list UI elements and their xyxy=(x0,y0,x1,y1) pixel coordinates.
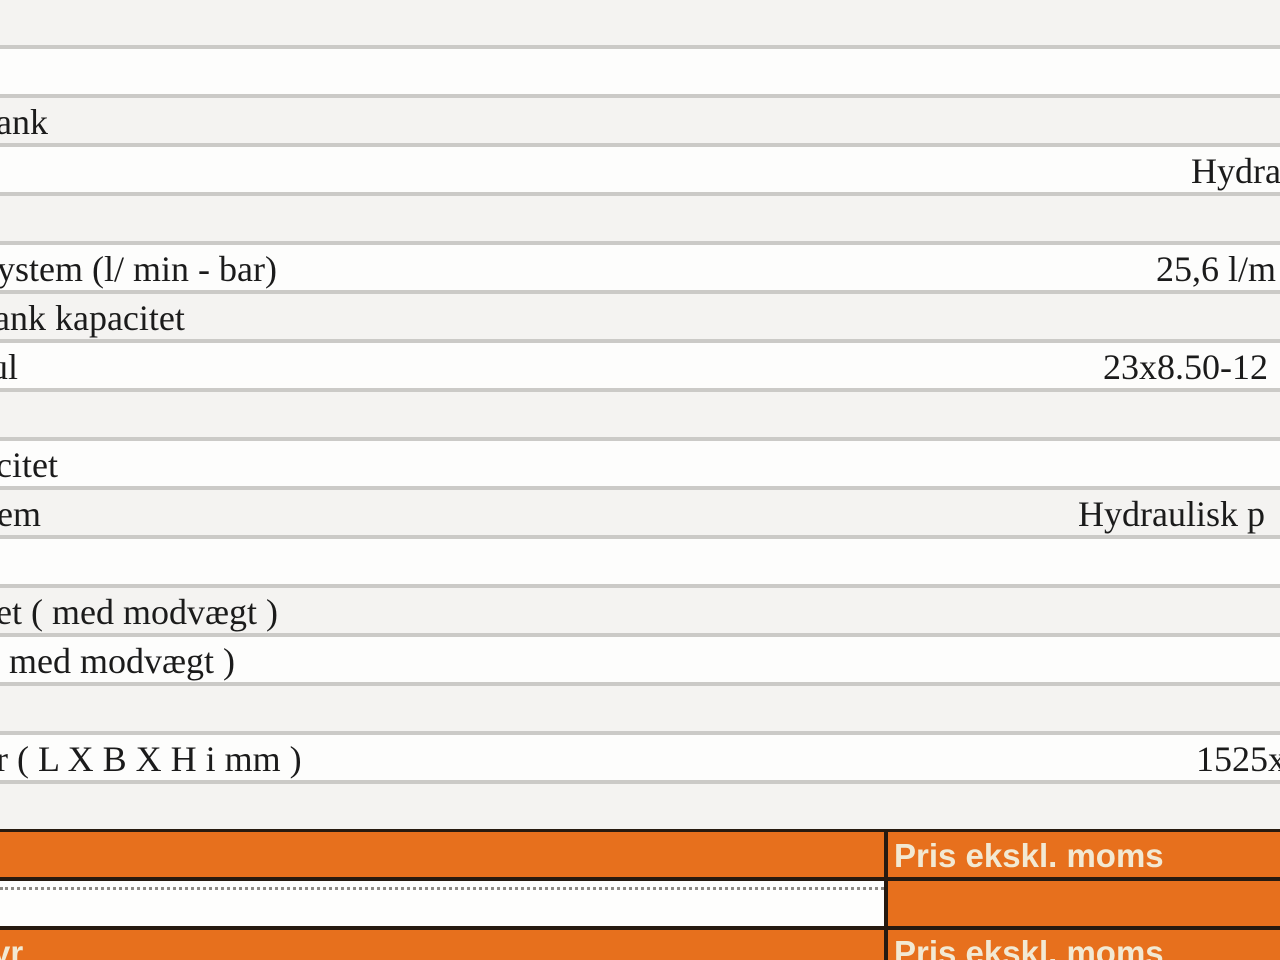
table-row: ul 23x8.50-12 xyxy=(0,343,1280,388)
row-label: et ( med modvægt ) xyxy=(0,592,278,632)
row-label: em xyxy=(0,494,41,534)
price-header-label: Pris ekskl. moms xyxy=(894,837,1164,874)
row-label: ank kapacitet xyxy=(0,298,185,338)
row-value: 1525x xyxy=(1196,739,1280,779)
table-row xyxy=(0,539,1280,584)
table-row xyxy=(0,49,1280,94)
price-header-right-cell: Pris ekskl. moms xyxy=(888,832,1280,877)
price-table: Pris ekskl. moms yr Pris ekskl. moms xyxy=(0,829,1280,960)
price-footer-left-fragment: yr xyxy=(0,934,24,960)
table-row: med modvægt ) xyxy=(0,637,1280,682)
row-value: Hydra xyxy=(1191,151,1280,191)
table-row: ank xyxy=(0,98,1280,143)
table-row xyxy=(0,686,1280,731)
row-label: ul xyxy=(0,347,19,387)
table-row xyxy=(0,196,1280,241)
row-label: ystem (l/ min - bar) xyxy=(0,249,277,289)
table-row xyxy=(0,0,1280,45)
row-label: citet xyxy=(0,445,58,485)
table-row: ystem (l/ min - bar) 25,6 l/m xyxy=(0,245,1280,290)
table-row xyxy=(0,392,1280,437)
price-body-left-cell xyxy=(0,881,884,926)
table-row: citet xyxy=(0,441,1280,486)
row-label: r ( L X B X H i mm ) xyxy=(0,739,302,779)
row-label: ank xyxy=(0,102,48,142)
table-row: et ( med modvægt ) xyxy=(0,588,1280,633)
table-row: r ( L X B X H i mm ) 1525x xyxy=(0,735,1280,780)
table-row xyxy=(0,784,1280,829)
row-label: med modvægt ) xyxy=(9,641,235,681)
row-value: 25,6 l/m xyxy=(1156,249,1277,289)
table-row: em Hydraulisk p xyxy=(0,490,1280,535)
price-body-right-cell xyxy=(888,881,1280,926)
price-footer-right-cell: Pris ekskl. moms xyxy=(888,930,1280,960)
spec-table: ank Hydra ystem (l/ min - bar) 25,6 l/m … xyxy=(0,0,1280,829)
dotted-separator xyxy=(0,887,884,890)
price-header-left-cell xyxy=(0,832,884,877)
table-row: ank kapacitet xyxy=(0,294,1280,339)
price-footer-left-cell: yr xyxy=(0,930,884,960)
row-value: 23x8.50-12 xyxy=(1103,347,1268,387)
price-footer-label: Pris ekskl. moms xyxy=(894,934,1164,960)
row-value: Hydraulisk p xyxy=(1078,494,1265,534)
table-row: Hydra xyxy=(0,147,1280,192)
